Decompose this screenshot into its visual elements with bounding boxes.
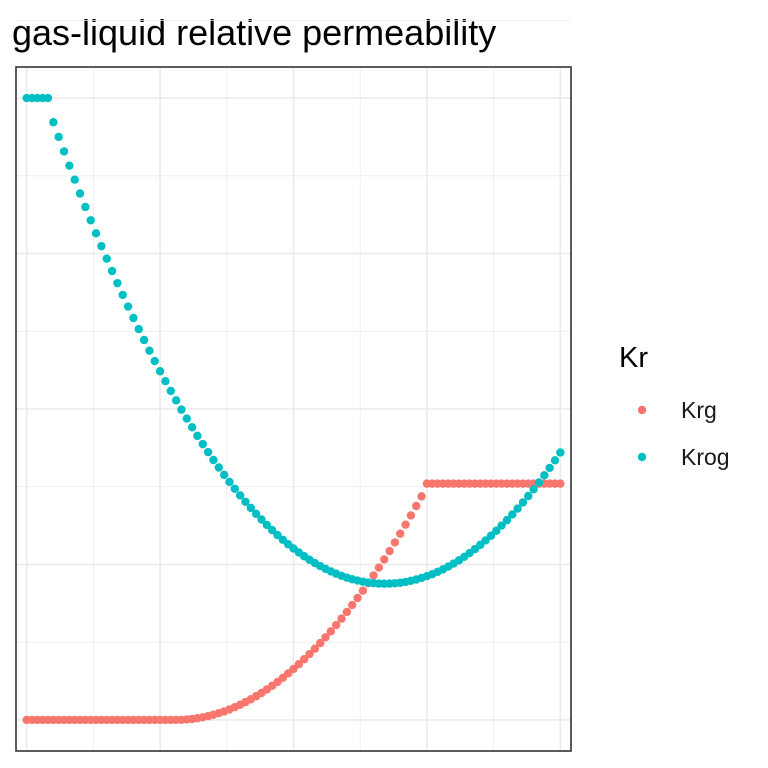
point-krg [321, 633, 330, 642]
point-krg [374, 563, 384, 572]
point-krg [358, 586, 368, 595]
point-krog [524, 491, 533, 501]
point-krog [182, 414, 191, 423]
point-krog [123, 302, 133, 311]
point-krog [209, 455, 218, 465]
point-krog [518, 498, 528, 507]
point-krog [129, 313, 138, 323]
point-krog [113, 278, 122, 288]
point-krg [380, 555, 389, 564]
series-krg [22, 479, 565, 725]
point-krg [342, 607, 352, 617]
point-krog [534, 478, 544, 487]
point-krg [417, 492, 426, 501]
point-krog [177, 405, 186, 414]
point-krg [390, 538, 400, 547]
point-krog [86, 216, 95, 225]
point-krog [203, 447, 213, 457]
point-krog [225, 477, 234, 487]
point-krog [43, 93, 53, 103]
point-krg [369, 571, 378, 580]
point-krg [299, 655, 309, 664]
point-krog [214, 463, 223, 472]
point-krog [166, 386, 175, 396]
point-krg [348, 600, 357, 610]
point-krog [70, 175, 79, 184]
point-krg [406, 511, 416, 520]
point-krog [81, 202, 90, 212]
point-krog [257, 515, 266, 524]
point-krog [508, 510, 517, 519]
legend-key-krog [637, 452, 647, 462]
point-krog [529, 485, 538, 494]
point-krog [139, 335, 149, 345]
plot-border [15, 66, 572, 752]
point-krog [492, 526, 501, 535]
point-krog [49, 118, 58, 127]
point-krog [59, 147, 69, 156]
point-krog [91, 229, 101, 238]
point-krog [107, 266, 117, 276]
point-krog [65, 161, 74, 170]
point-krg [310, 644, 320, 653]
point-krog [155, 367, 165, 376]
point-krog [193, 431, 202, 441]
point-krg [294, 659, 304, 669]
point-krog [486, 531, 496, 540]
point-krg [401, 520, 410, 529]
point-krg [385, 546, 394, 556]
legend-key-krg [637, 405, 647, 415]
point-krog [198, 439, 207, 449]
point-krog [267, 525, 277, 535]
point-krog [150, 356, 159, 366]
point-krg [326, 627, 336, 636]
point-krg [315, 638, 325, 648]
plot-panel [15, 19, 572, 752]
point-krog [219, 470, 229, 480]
point-krog [241, 497, 250, 506]
point-krog [235, 491, 245, 500]
series-krog [22, 93, 565, 588]
legend-label-krg: Krg [681, 397, 717, 423]
point-krog [161, 377, 170, 386]
point-krog [54, 132, 63, 142]
point-krog [540, 471, 549, 480]
point-krog [102, 254, 111, 263]
point-krog [171, 396, 181, 405]
point-krog [502, 515, 512, 525]
point-krog [550, 456, 560, 465]
point-krg [305, 649, 314, 659]
grid-major [16, 67, 571, 751]
point-krog [75, 189, 85, 198]
point-krog [145, 346, 154, 355]
chart-title: gas-liquid relative permeability [12, 12, 496, 53]
point-krg [331, 620, 341, 630]
legend-title: Kr [619, 342, 648, 374]
data-points [22, 93, 565, 725]
point-krg [337, 614, 346, 623]
point-krog [556, 448, 565, 457]
point-krog [251, 509, 261, 519]
point-krog [513, 504, 522, 513]
legend: Kr Krg Krog [619, 342, 730, 470]
point-krg [556, 479, 565, 488]
point-krog [497, 521, 506, 530]
point-krg [396, 529, 405, 538]
point-krog [187, 423, 197, 432]
point-krg [353, 593, 362, 603]
point-krog [262, 520, 272, 530]
point-krog [97, 241, 106, 251]
point-krog [230, 484, 239, 493]
point-krog [134, 324, 143, 334]
point-krog [118, 290, 127, 300]
point-krg [412, 501, 421, 511]
legend-label-krog: Krog [681, 444, 730, 470]
point-krog [545, 463, 554, 473]
point-krog [246, 503, 256, 513]
